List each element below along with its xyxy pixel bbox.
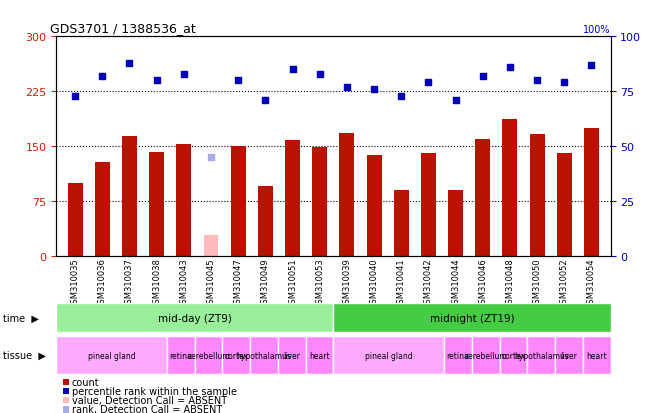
Bar [195,337,222,374]
Point [206,154,216,161]
Bar [530,134,544,256]
Point [532,78,543,84]
Bar [333,304,610,332]
Text: 100%: 100% [583,25,610,35]
Bar [583,337,610,374]
Bar [527,337,555,374]
Text: retina: retina [447,351,469,360]
Point [505,64,515,71]
Bar [394,190,409,256]
Point [559,80,570,86]
Bar [555,337,583,374]
Bar [250,337,278,374]
Point [124,60,135,67]
Point [70,93,81,100]
Bar [231,147,246,256]
Bar [278,337,306,374]
Text: cortex: cortex [224,351,248,360]
Bar [475,139,490,256]
Bar [584,128,599,256]
Bar [56,337,167,374]
Point [423,80,434,86]
Bar [500,337,527,374]
Text: hypothalamus: hypothalamus [513,351,569,360]
Text: count: count [72,377,100,387]
Bar [176,145,191,256]
Text: rank, Detection Call = ABSENT: rank, Detection Call = ABSENT [72,404,222,413]
Bar [258,187,273,256]
Bar [472,337,500,374]
Text: tissue  ▶: tissue ▶ [3,350,46,360]
Point [369,86,380,93]
Point [450,97,461,104]
Point [287,67,298,74]
Bar [306,337,333,374]
Bar [203,236,218,256]
Bar [68,183,82,256]
Point [151,78,162,84]
Text: mid-day (ZT9): mid-day (ZT9) [158,313,232,323]
Text: heart: heart [586,351,607,360]
Text: heart: heart [309,351,330,360]
Bar [122,137,137,256]
Bar [502,120,517,256]
Bar [149,152,164,256]
Text: pineal gland: pineal gland [365,351,412,360]
Bar [222,337,250,374]
Point [314,71,325,78]
Point [477,73,488,80]
Bar [167,337,195,374]
Bar [285,141,300,256]
Text: GDS3701 / 1388536_at: GDS3701 / 1388536_at [50,22,195,35]
Text: retina: retina [170,351,192,360]
Bar [366,156,381,256]
Point [97,73,108,80]
Point [586,62,597,69]
Text: percentile rank within the sample: percentile rank within the sample [72,386,237,396]
Text: midnight (ZT19): midnight (ZT19) [430,313,514,323]
Bar [56,304,333,332]
Point [396,93,407,100]
Bar [557,154,572,256]
Bar [444,337,472,374]
Bar [312,148,327,256]
Text: cerebellum: cerebellum [465,351,507,360]
Text: time  ▶: time ▶ [3,313,39,323]
Bar [339,133,354,256]
Text: cerebellum: cerebellum [187,351,230,360]
Text: liver: liver [283,351,300,360]
Point [260,97,271,104]
Text: hypothalamus: hypothalamus [236,351,292,360]
Bar [95,163,110,256]
Text: value, Detection Call = ABSENT: value, Detection Call = ABSENT [72,395,227,405]
Point [233,78,244,84]
Text: cortex: cortex [502,351,525,360]
Point [342,84,352,91]
Bar [421,154,436,256]
Bar [333,337,444,374]
Point [179,71,189,78]
Text: liver: liver [560,351,578,360]
Text: pineal gland: pineal gland [88,351,135,360]
Bar [448,190,463,256]
